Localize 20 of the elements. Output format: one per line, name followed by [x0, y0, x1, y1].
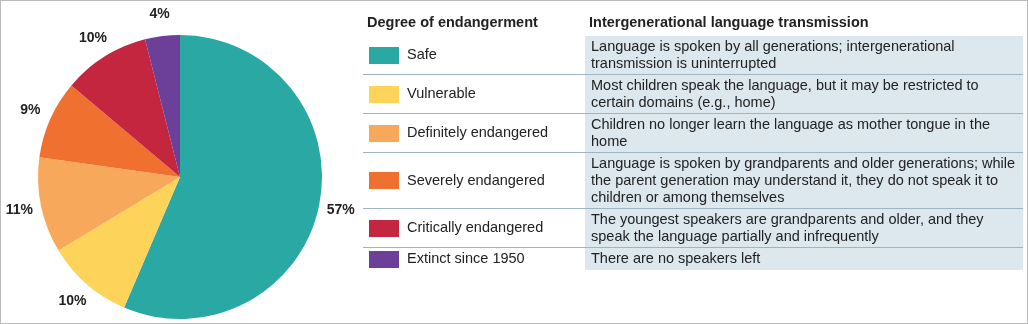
data-label: 4%	[149, 5, 171, 22]
legend-label: Vulnerable	[407, 85, 476, 102]
legend-label: Critically endangered	[407, 219, 544, 236]
text: Language is spoken by all generations; intergenerational transmission is uninterrupted	[585, 36, 1023, 75]
text: Language is spoken by grandparents and older generations; while the parent generation may understand it, they do not speak it to children or among themselves	[585, 152, 1023, 209]
text: Intergenerational language transmission	[588, 13, 870, 32]
text: Most children speak the language, but it may be restricted to certain domains (e.g., home)	[585, 74, 1023, 114]
data-label: 11%	[5, 200, 34, 217]
text: Children no longer learn the language as mother tongue in the home	[585, 113, 1023, 153]
data-label: 9%	[20, 101, 41, 118]
legend-label: Safe	[407, 46, 437, 63]
legend-label: Extinct since 1950	[407, 250, 525, 266]
data-label: 57%	[326, 200, 356, 217]
legend-label: Severely endangered	[407, 171, 545, 188]
data-label: 10%	[58, 291, 87, 308]
legend-label: Definitely endangered	[407, 124, 549, 141]
text: The youngest speakers are grandparents and older, and they speak the language partially and infrequently	[585, 208, 1023, 248]
text: There are no speakers left	[585, 247, 1023, 270]
legend-title: Degree of endangerment	[366, 13, 539, 32]
data-label: 10%	[78, 29, 108, 46]
